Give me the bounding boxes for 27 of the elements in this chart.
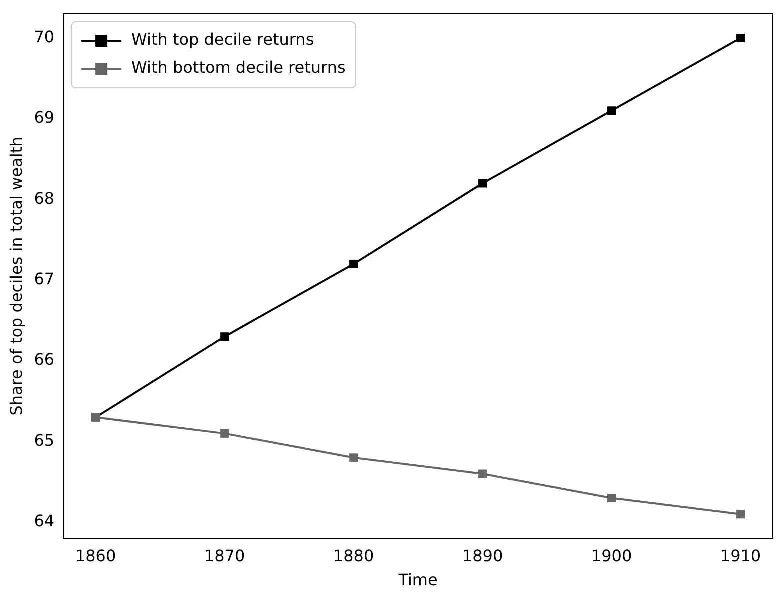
y-tick-label: 66 <box>34 350 55 370</box>
y-tick-label: 67 <box>34 269 55 288</box>
x-axis-title: Time <box>398 570 438 590</box>
x-tick-label: 1880 <box>333 546 374 566</box>
point <box>220 429 230 438</box>
x-tick-label: 1910 <box>720 546 762 566</box>
point <box>478 179 488 188</box>
y-tick-label: 68 <box>34 188 55 208</box>
legend-label: With bottom decile returns <box>132 58 346 78</box>
x-tick-label: 1870 <box>204 546 246 566</box>
y-tick-label: 64 <box>34 512 55 531</box>
y-tick-label: 65 <box>34 430 55 450</box>
point <box>220 332 230 342</box>
point <box>350 454 358 462</box>
x-tick-label: 1900 <box>591 546 632 566</box>
point <box>608 494 616 502</box>
legend-label: With top decile returns <box>132 30 314 50</box>
point <box>608 106 616 116</box>
point <box>736 34 745 42</box>
point <box>350 260 358 268</box>
y-tick-label: 69 <box>34 108 55 128</box>
y-axis-title: Share of top deciles in total wealth <box>6 136 26 416</box>
x-tick-label: 1860 <box>75 546 116 566</box>
point <box>736 510 745 519</box>
point <box>478 470 488 478</box>
x-tick-label: 1890 <box>462 546 504 566</box>
y-tick-label: 70 <box>34 27 55 46</box>
